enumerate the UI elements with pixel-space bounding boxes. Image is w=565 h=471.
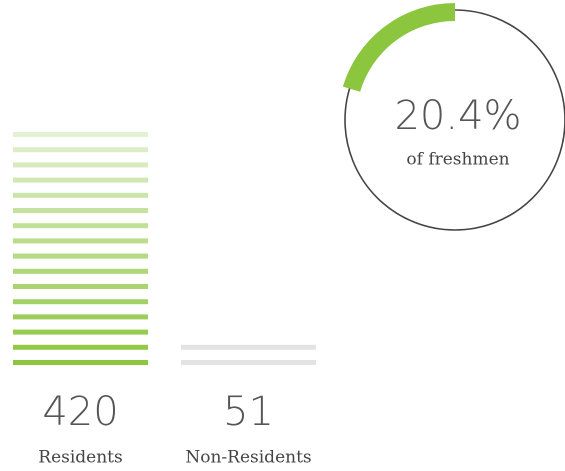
bar-stripe (13, 192, 148, 198)
donut-caption: of freshmen (406, 150, 509, 170)
donut-value-label: 20.4% (394, 93, 521, 139)
bar-label: Residents (38, 448, 122, 468)
bar-stripe (13, 360, 148, 365)
bar-stripe (13, 238, 148, 244)
donut-arc (342, 3, 456, 92)
bar-stripe (13, 284, 148, 289)
bar-stripe (13, 223, 148, 229)
bar-stripe (13, 314, 148, 320)
bar-stripe (13, 299, 148, 305)
bar-stripe (13, 208, 148, 213)
bar-stripe (13, 253, 148, 259)
bar-stripe (13, 147, 148, 153)
bar-stripe (13, 162, 148, 168)
bar-stripe (181, 344, 316, 350)
bar-stripe (181, 360, 316, 365)
bar-label: Non-Residents (185, 448, 311, 468)
bar-value: 420 (42, 389, 118, 435)
bar-value: 51 (223, 389, 274, 435)
bar-stripe (13, 132, 148, 137)
bar-stripe (13, 329, 148, 335)
bar-stripe (13, 177, 148, 183)
bar-stripe (13, 344, 148, 350)
bar-stripe (13, 268, 148, 274)
